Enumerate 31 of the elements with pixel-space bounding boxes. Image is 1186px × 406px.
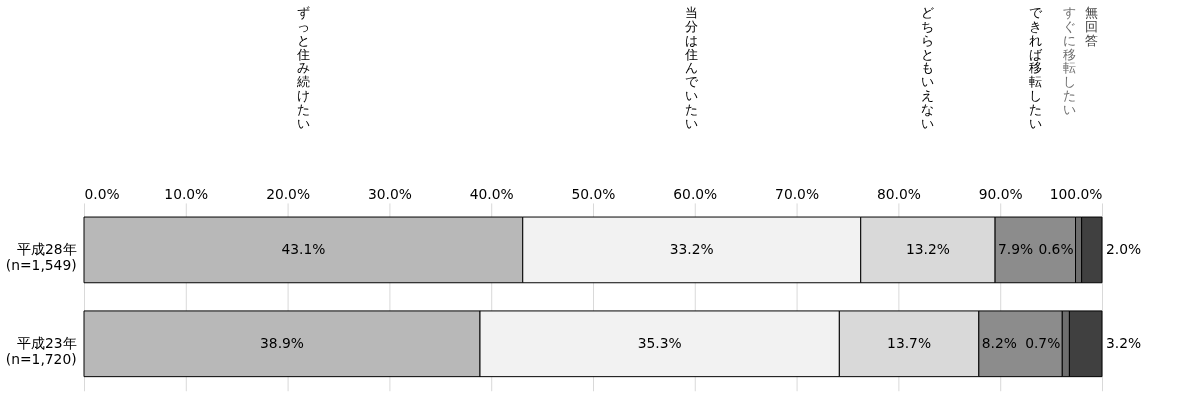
x-tick-label: 0.0%	[84, 185, 120, 202]
data-label: 38.9%	[260, 334, 304, 351]
data-label: 7.9%	[998, 240, 1034, 257]
data-label: 13.7%	[887, 334, 932, 351]
text: 無回答	[1085, 5, 1099, 48]
data-label: 8.2%	[981, 334, 1017, 351]
data-label: 13.2%	[905, 240, 950, 257]
x-tick-label: 90.0%	[978, 185, 1023, 202]
x-tick-label: 60.0%	[673, 185, 718, 202]
text: ずっと住み続けたい	[296, 5, 310, 131]
x-tick-label: 70.0%	[775, 185, 820, 202]
x-tick-label: 10.0%	[164, 185, 209, 202]
x-tick-label: 50.0%	[571, 185, 616, 202]
data-label: 43.1%	[281, 240, 326, 257]
data-label: 2.0%	[1105, 240, 1142, 257]
text: どちらともいえない	[921, 5, 935, 131]
text: 当分は住んでいたい	[685, 5, 699, 131]
y-tick-label: 平成23年 (n=1,720)	[5, 334, 77, 367]
x-tick-label: 80.0%	[876, 185, 921, 202]
data-label: 35.3%	[637, 334, 682, 351]
data-label: 3.2%	[1105, 334, 1142, 351]
y-tick-label: 平成28年 (n=1,549)	[5, 240, 77, 273]
x-tick-label: 30.0%	[367, 185, 412, 202]
data-label: 0.7%	[1025, 334, 1061, 351]
text: すぐに移転したい	[1062, 5, 1076, 117]
text: できれば移転したい	[1028, 5, 1042, 131]
data-label: 33.2%	[669, 240, 714, 257]
data-label: 0.6%	[1038, 240, 1074, 257]
x-tick-label: 100.0%	[1049, 185, 1103, 202]
x-tick-label: 40.0%	[469, 185, 514, 202]
x-tick-label: 20.0%	[266, 185, 311, 202]
